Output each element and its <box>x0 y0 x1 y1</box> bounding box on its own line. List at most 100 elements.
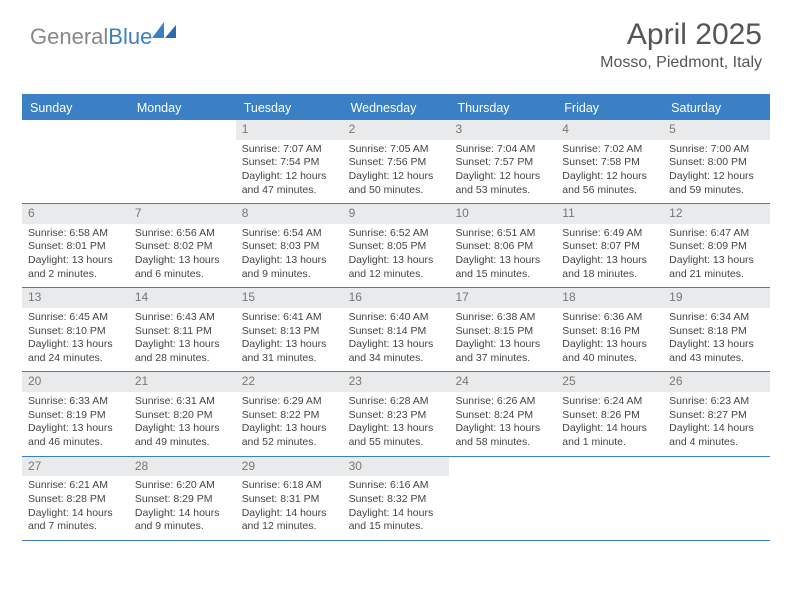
daylight2-text: and 49 minutes. <box>135 436 230 450</box>
day-number: 5 <box>663 120 770 140</box>
logo-sail-icon <box>152 22 178 40</box>
daylight1-text: Daylight: 13 hours <box>455 254 550 268</box>
calendar: Sunday Monday Tuesday Wednesday Thursday… <box>22 94 770 541</box>
day-number: 13 <box>22 288 129 308</box>
location: Mosso, Piedmont, Italy <box>600 54 762 72</box>
day-body: Sunrise: 6:23 AMSunset: 8:27 PMDaylight:… <box>663 392 770 456</box>
daylight1-text: Daylight: 13 hours <box>135 254 230 268</box>
sunset-text: Sunset: 8:22 PM <box>242 409 337 423</box>
sunset-text: Sunset: 8:20 PM <box>135 409 230 423</box>
day-number: 15 <box>236 288 343 308</box>
daylight1-text: Daylight: 12 hours <box>562 170 657 184</box>
daylight1-text: Daylight: 13 hours <box>242 338 337 352</box>
day-cell: 15Sunrise: 6:41 AMSunset: 8:13 PMDayligh… <box>236 288 343 371</box>
sunrise-text: Sunrise: 7:04 AM <box>455 143 550 157</box>
day-cell: 14Sunrise: 6:43 AMSunset: 8:11 PMDayligh… <box>129 288 236 371</box>
day-body: Sunrise: 6:28 AMSunset: 8:23 PMDaylight:… <box>343 392 450 456</box>
daylight2-text: and 6 minutes. <box>135 268 230 282</box>
day-cell: 21Sunrise: 6:31 AMSunset: 8:20 PMDayligh… <box>129 372 236 455</box>
day-number: 8 <box>236 204 343 224</box>
day-cell <box>556 457 663 540</box>
day-number: 17 <box>449 288 556 308</box>
sunset-text: Sunset: 8:16 PM <box>562 325 657 339</box>
day-cell: 24Sunrise: 6:26 AMSunset: 8:24 PMDayligh… <box>449 372 556 455</box>
day-body: Sunrise: 6:43 AMSunset: 8:11 PMDaylight:… <box>129 308 236 372</box>
sunrise-text: Sunrise: 6:47 AM <box>669 227 764 241</box>
sunrise-text: Sunrise: 6:16 AM <box>349 479 444 493</box>
day-body: Sunrise: 6:36 AMSunset: 8:16 PMDaylight:… <box>556 308 663 372</box>
daylight1-text: Daylight: 13 hours <box>669 338 764 352</box>
sunset-text: Sunset: 8:11 PM <box>135 325 230 339</box>
daylight1-text: Daylight: 13 hours <box>349 254 444 268</box>
daylight1-text: Daylight: 14 hours <box>28 507 123 521</box>
day-cell: 9Sunrise: 6:52 AMSunset: 8:05 PMDaylight… <box>343 204 450 287</box>
day-number: 25 <box>556 372 663 392</box>
day-number: 2 <box>343 120 450 140</box>
day-body: Sunrise: 6:26 AMSunset: 8:24 PMDaylight:… <box>449 392 556 456</box>
daylight2-text: and 9 minutes. <box>242 268 337 282</box>
day-number: 18 <box>556 288 663 308</box>
daylight1-text: Daylight: 12 hours <box>455 170 550 184</box>
sunrise-text: Sunrise: 6:41 AM <box>242 311 337 325</box>
day-number: 30 <box>343 457 450 477</box>
daylight2-text: and 50 minutes. <box>349 184 444 198</box>
day-cell: 20Sunrise: 6:33 AMSunset: 8:19 PMDayligh… <box>22 372 129 455</box>
sunrise-text: Sunrise: 6:43 AM <box>135 311 230 325</box>
day-number: 1 <box>236 120 343 140</box>
daylight2-text: and 24 minutes. <box>28 352 123 366</box>
day-header: Saturday <box>663 96 770 120</box>
sunset-text: Sunset: 8:01 PM <box>28 240 123 254</box>
day-body: Sunrise: 7:04 AMSunset: 7:57 PMDaylight:… <box>449 140 556 204</box>
day-number: 23 <box>343 372 450 392</box>
title-block: April 2025 Mosso, Piedmont, Italy <box>600 18 762 72</box>
daylight1-text: Daylight: 13 hours <box>135 422 230 436</box>
day-number: 4 <box>556 120 663 140</box>
day-number: 27 <box>22 457 129 477</box>
day-cell: 16Sunrise: 6:40 AMSunset: 8:14 PMDayligh… <box>343 288 450 371</box>
day-cell: 11Sunrise: 6:49 AMSunset: 8:07 PMDayligh… <box>556 204 663 287</box>
day-cell: 30Sunrise: 6:16 AMSunset: 8:32 PMDayligh… <box>343 457 450 540</box>
day-body: Sunrise: 6:56 AMSunset: 8:02 PMDaylight:… <box>129 224 236 288</box>
sunrise-text: Sunrise: 6:38 AM <box>455 311 550 325</box>
day-cell: 18Sunrise: 6:36 AMSunset: 8:16 PMDayligh… <box>556 288 663 371</box>
day-body: Sunrise: 6:58 AMSunset: 8:01 PMDaylight:… <box>22 224 129 288</box>
daylight2-text: and 2 minutes. <box>28 268 123 282</box>
day-number: 6 <box>22 204 129 224</box>
day-header: Sunday <box>22 96 129 120</box>
daylight2-text: and 56 minutes. <box>562 184 657 198</box>
day-body: Sunrise: 6:34 AMSunset: 8:18 PMDaylight:… <box>663 308 770 372</box>
daylight1-text: Daylight: 13 hours <box>455 338 550 352</box>
daylight2-text: and 15 minutes. <box>349 520 444 534</box>
sunrise-text: Sunrise: 7:02 AM <box>562 143 657 157</box>
sunrise-text: Sunrise: 6:34 AM <box>669 311 764 325</box>
sunset-text: Sunset: 8:24 PM <box>455 409 550 423</box>
sunset-text: Sunset: 8:27 PM <box>669 409 764 423</box>
daylight2-text: and 18 minutes. <box>562 268 657 282</box>
day-cell: 27Sunrise: 6:21 AMSunset: 8:28 PMDayligh… <box>22 457 129 540</box>
day-number: 9 <box>343 204 450 224</box>
day-cell: 1Sunrise: 7:07 AMSunset: 7:54 PMDaylight… <box>236 120 343 203</box>
day-number: 14 <box>129 288 236 308</box>
day-cell: 2Sunrise: 7:05 AMSunset: 7:56 PMDaylight… <box>343 120 450 203</box>
day-number: 16 <box>343 288 450 308</box>
daylight1-text: Daylight: 13 hours <box>242 254 337 268</box>
sunset-text: Sunset: 8:19 PM <box>28 409 123 423</box>
day-body: Sunrise: 7:07 AMSunset: 7:54 PMDaylight:… <box>236 140 343 204</box>
sunrise-text: Sunrise: 6:49 AM <box>562 227 657 241</box>
sunset-text: Sunset: 8:28 PM <box>28 493 123 507</box>
daylight1-text: Daylight: 13 hours <box>562 254 657 268</box>
day-cell <box>22 120 129 203</box>
daylight2-text: and 12 minutes. <box>242 520 337 534</box>
day-cell: 28Sunrise: 6:20 AMSunset: 8:29 PMDayligh… <box>129 457 236 540</box>
daylight2-text: and 7 minutes. <box>28 520 123 534</box>
day-header: Friday <box>556 96 663 120</box>
day-cell <box>663 457 770 540</box>
day-number: 22 <box>236 372 343 392</box>
logo-text-blue: Blue <box>108 24 152 49</box>
daylight1-text: Daylight: 13 hours <box>28 254 123 268</box>
sunset-text: Sunset: 8:00 PM <box>669 156 764 170</box>
sunset-text: Sunset: 8:05 PM <box>349 240 444 254</box>
day-cell: 19Sunrise: 6:34 AMSunset: 8:18 PMDayligh… <box>663 288 770 371</box>
day-body: Sunrise: 6:29 AMSunset: 8:22 PMDaylight:… <box>236 392 343 456</box>
day-cell <box>449 457 556 540</box>
